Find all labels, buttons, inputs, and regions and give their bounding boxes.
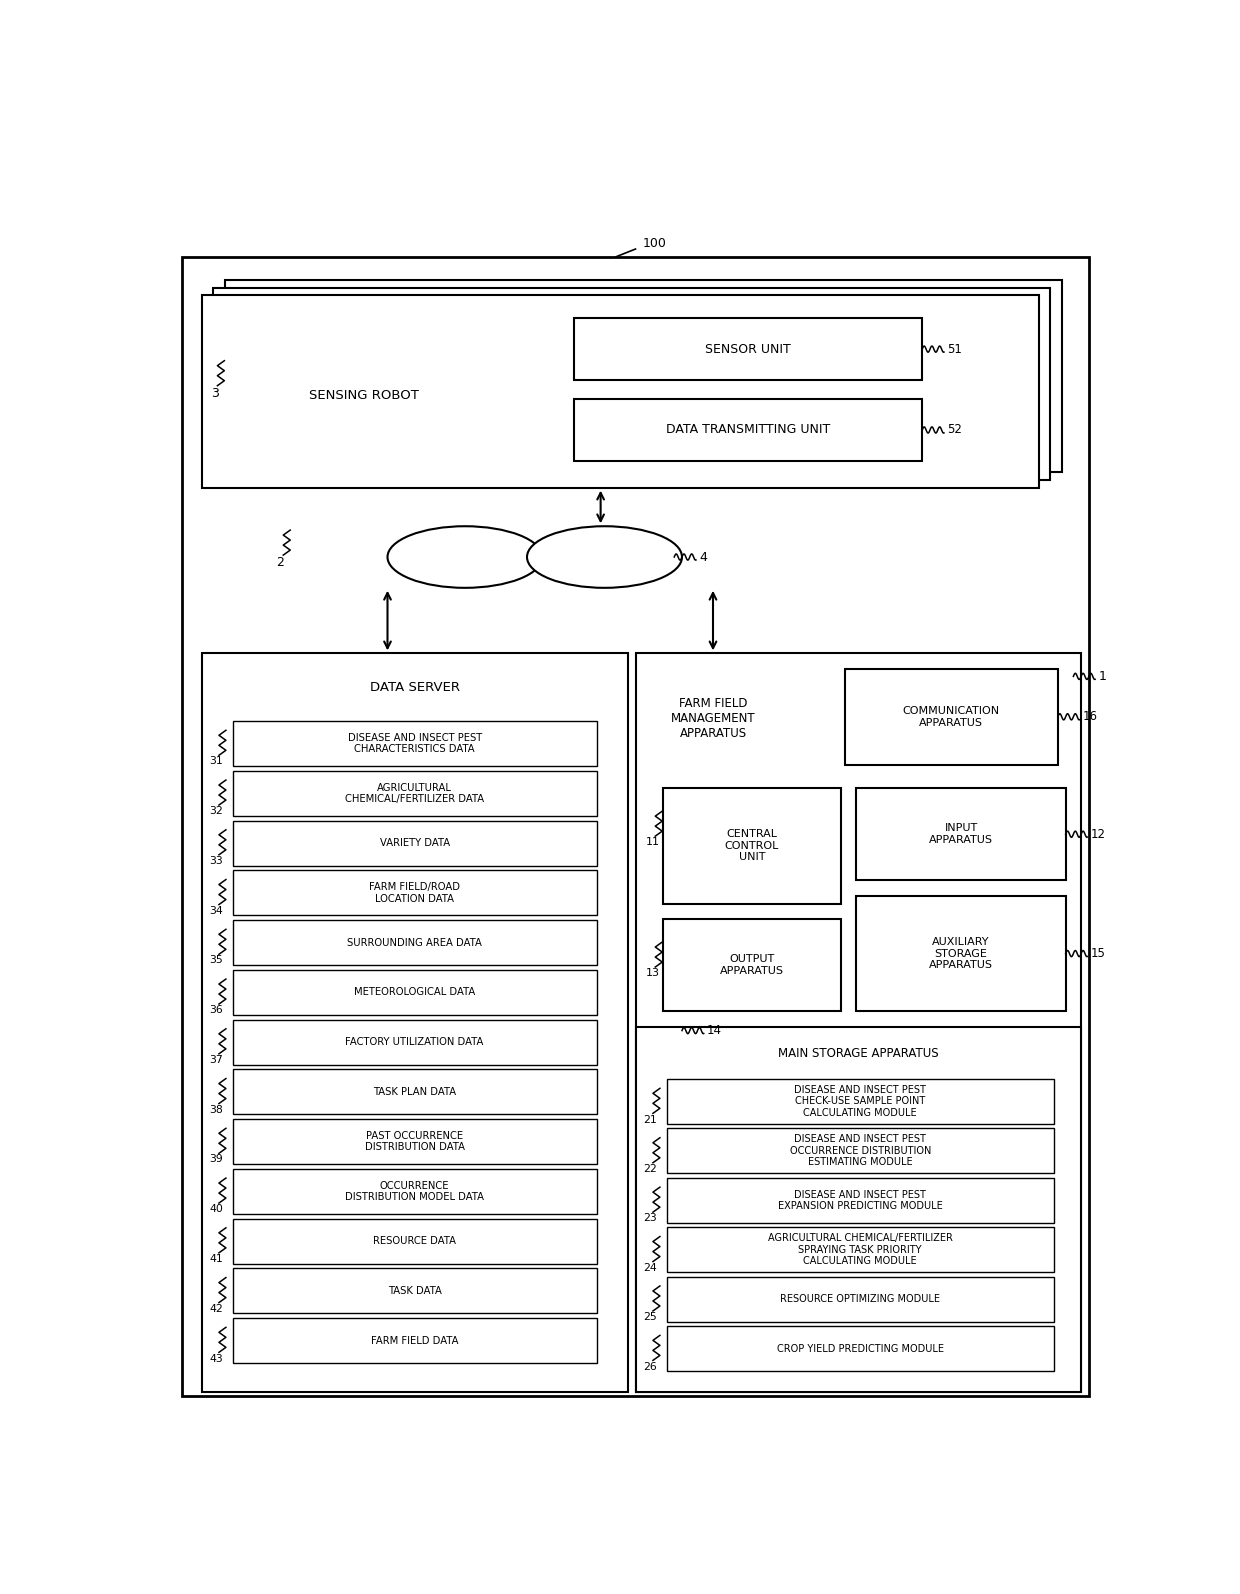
- Text: DATA TRANSMITTING UNIT: DATA TRANSMITTING UNIT: [666, 424, 830, 437]
- Text: 34: 34: [210, 905, 223, 915]
- Bar: [233, 1218, 596, 1264]
- Text: 21: 21: [644, 1114, 657, 1124]
- Text: 23: 23: [644, 1213, 657, 1223]
- Text: DATA SERVER: DATA SERVER: [370, 681, 460, 695]
- Bar: [233, 1168, 596, 1215]
- Text: 25: 25: [644, 1312, 657, 1321]
- Bar: [662, 918, 841, 1011]
- Bar: [857, 787, 1065, 880]
- Text: 32: 32: [210, 807, 223, 816]
- Bar: [201, 654, 627, 1393]
- Text: 14: 14: [707, 1023, 722, 1038]
- Bar: [233, 969, 596, 1015]
- Text: TASK DATA: TASK DATA: [388, 1286, 441, 1296]
- Text: RESOURCE DATA: RESOURCE DATA: [373, 1235, 456, 1247]
- Text: OUTPUT
APPARATUS: OUTPUT APPARATUS: [719, 955, 784, 976]
- Text: 3: 3: [211, 387, 218, 400]
- Text: COMMUNICATION
APPARATUS: COMMUNICATION APPARATUS: [903, 706, 999, 727]
- Text: 37: 37: [210, 1055, 223, 1065]
- Bar: [233, 1119, 596, 1164]
- Bar: [667, 1178, 1054, 1223]
- Ellipse shape: [527, 526, 682, 588]
- Bar: [573, 319, 923, 379]
- Text: INPUT
APPARATUS: INPUT APPARATUS: [929, 824, 993, 845]
- Text: FARM FIELD/ROAD
LOCATION DATA: FARM FIELD/ROAD LOCATION DATA: [370, 881, 460, 904]
- Text: 36: 36: [210, 1006, 223, 1015]
- Text: VARIETY DATA: VARIETY DATA: [379, 838, 450, 848]
- Bar: [233, 1020, 596, 1065]
- Text: 26: 26: [644, 1361, 657, 1371]
- Text: AGRICULTURAL CHEMICAL/FERTILIZER
SPRAYING TASK PRIORITY
CALCULATING MODULE: AGRICULTURAL CHEMICAL/FERTILIZER SPRAYIN…: [768, 1234, 952, 1266]
- Text: FARM FIELD
MANAGEMENT
APPARATUS: FARM FIELD MANAGEMENT APPARATUS: [671, 697, 755, 740]
- Bar: [667, 1326, 1054, 1371]
- Text: 4: 4: [699, 550, 707, 564]
- Text: 11: 11: [646, 837, 660, 848]
- Text: 2: 2: [277, 556, 284, 569]
- Text: DISEASE AND INSECT PEST
EXPANSION PREDICTING MODULE: DISEASE AND INSECT PEST EXPANSION PREDIC…: [777, 1189, 942, 1211]
- Text: 15: 15: [1090, 947, 1105, 960]
- Text: DISEASE AND INSECT PEST
CHARACTERISTICS DATA: DISEASE AND INSECT PEST CHARACTERISTICS …: [347, 733, 482, 754]
- Bar: [667, 1079, 1054, 1124]
- Bar: [573, 398, 923, 461]
- Bar: [635, 654, 1081, 1393]
- Text: SENSOR UNIT: SENSOR UNIT: [706, 343, 791, 355]
- Text: AGRICULTURAL
CHEMICAL/FERTILIZER DATA: AGRICULTURAL CHEMICAL/FERTILIZER DATA: [345, 783, 484, 803]
- Text: SURROUNDING AREA DATA: SURROUNDING AREA DATA: [347, 937, 482, 947]
- Bar: [201, 295, 1039, 488]
- Bar: [857, 896, 1065, 1011]
- Text: 40: 40: [210, 1203, 223, 1215]
- Text: 43: 43: [210, 1353, 223, 1363]
- Text: 38: 38: [210, 1105, 223, 1114]
- Text: SENSING ROBOT: SENSING ROBOT: [309, 389, 419, 402]
- Text: 41: 41: [210, 1254, 223, 1264]
- Text: PAST OCCURRENCE
DISTRIBUTION DATA: PAST OCCURRENCE DISTRIBUTION DATA: [365, 1130, 465, 1152]
- Text: 1: 1: [1099, 669, 1106, 682]
- Bar: [233, 771, 596, 816]
- Text: MAIN STORAGE APPARATUS: MAIN STORAGE APPARATUS: [777, 1047, 939, 1060]
- Bar: [233, 1318, 596, 1363]
- Bar: [667, 1129, 1054, 1173]
- Text: CROP YIELD PREDICTING MODULE: CROP YIELD PREDICTING MODULE: [776, 1344, 944, 1353]
- Bar: [233, 821, 596, 866]
- Bar: [667, 1277, 1054, 1321]
- Text: DISEASE AND INSECT PEST
OCCURRENCE DISTRIBUTION
ESTIMATING MODULE: DISEASE AND INSECT PEST OCCURRENCE DISTR…: [790, 1135, 931, 1167]
- Text: METEOROLOGICAL DATA: METEOROLOGICAL DATA: [353, 987, 475, 998]
- Bar: [224, 281, 1061, 472]
- Text: 22: 22: [644, 1164, 657, 1173]
- Bar: [233, 720, 596, 767]
- Text: 100: 100: [642, 238, 667, 250]
- Bar: [233, 870, 596, 915]
- Bar: [635, 1027, 1081, 1393]
- Bar: [213, 287, 1050, 480]
- Text: 24: 24: [644, 1262, 657, 1272]
- Bar: [844, 668, 1058, 765]
- Text: 16: 16: [1083, 711, 1097, 724]
- Text: DISEASE AND INSECT PEST
CHECK-USE SAMPLE POINT
CALCULATING MODULE: DISEASE AND INSECT PEST CHECK-USE SAMPLE…: [795, 1086, 926, 1117]
- Text: FACTORY UTILIZATION DATA: FACTORY UTILIZATION DATA: [346, 1038, 484, 1047]
- Text: 12: 12: [1090, 827, 1105, 840]
- Bar: [233, 1070, 596, 1114]
- Text: 31: 31: [210, 757, 223, 767]
- Text: 13: 13: [646, 968, 660, 979]
- Text: CENTRAL
CONTROL
UNIT: CENTRAL CONTROL UNIT: [724, 829, 779, 862]
- Ellipse shape: [387, 526, 543, 588]
- Bar: [233, 920, 596, 966]
- Text: FARM FIELD DATA: FARM FIELD DATA: [371, 1336, 459, 1345]
- Text: AUXILIARY
STORAGE
APPARATUS: AUXILIARY STORAGE APPARATUS: [929, 937, 993, 971]
- Text: RESOURCE OPTIMIZING MODULE: RESOURCE OPTIMIZING MODULE: [780, 1294, 940, 1304]
- Bar: [667, 1227, 1054, 1272]
- Text: 42: 42: [210, 1304, 223, 1313]
- Text: 33: 33: [210, 856, 223, 866]
- Text: 52: 52: [947, 424, 962, 437]
- Text: 39: 39: [210, 1154, 223, 1165]
- Text: 35: 35: [210, 955, 223, 966]
- Bar: [233, 1269, 596, 1313]
- Text: TASK PLAN DATA: TASK PLAN DATA: [373, 1087, 456, 1097]
- Text: 51: 51: [947, 343, 962, 355]
- Bar: [662, 787, 841, 904]
- Text: OCCURRENCE
DISTRIBUTION MODEL DATA: OCCURRENCE DISTRIBUTION MODEL DATA: [345, 1181, 484, 1202]
